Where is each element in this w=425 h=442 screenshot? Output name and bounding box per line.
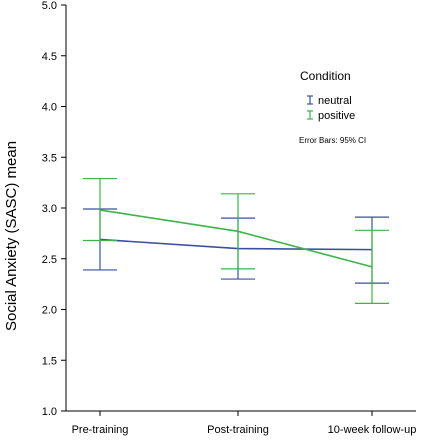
legend-items: neutral positive bbox=[307, 95, 355, 122]
y-tick-label: 3.5 bbox=[42, 152, 57, 164]
legend: Condition neutral positive Error Bars: 95… bbox=[299, 69, 366, 145]
y-tick-label: 3.0 bbox=[42, 203, 57, 215]
y-tick-label: 2.5 bbox=[42, 254, 57, 266]
x-ticks: Pre-training Post-training 10-week follow-… bbox=[72, 411, 417, 436]
y-tick-label: 4.0 bbox=[42, 102, 57, 114]
legend-item-neutral: neutral bbox=[307, 95, 352, 107]
y-tick-label: 5.0 bbox=[42, 0, 57, 12]
line-neutral bbox=[100, 239, 372, 249]
legend-label-positive: positive bbox=[318, 110, 355, 122]
error-bars-note: Error Bars: 95% CI bbox=[299, 136, 366, 145]
x-tick-label: Pre-training bbox=[72, 424, 129, 436]
legend-title: Condition bbox=[300, 69, 351, 83]
y-axis-label: Social Anxiety (SASC) mean bbox=[3, 141, 20, 331]
x-tick-label: Post-training bbox=[207, 424, 269, 436]
y-tick-label: 4.5 bbox=[42, 51, 57, 63]
legend-label-neutral: neutral bbox=[318, 95, 352, 107]
y-tick-label: 1.0 bbox=[42, 406, 57, 418]
y-tick-label: 2.0 bbox=[42, 305, 57, 317]
x-tick-label: 10-week follow-up bbox=[328, 424, 417, 436]
axes bbox=[66, 5, 416, 411]
y-tick-label: 1.5 bbox=[42, 355, 57, 367]
series-neutral bbox=[83, 209, 389, 283]
legend-item-positive: positive bbox=[307, 110, 355, 122]
series-layer bbox=[83, 179, 389, 304]
y-ticks: 1.0 1.5 2.0 2.5 3.0 3.5 4.0 4.5 5.0 bbox=[42, 0, 66, 418]
